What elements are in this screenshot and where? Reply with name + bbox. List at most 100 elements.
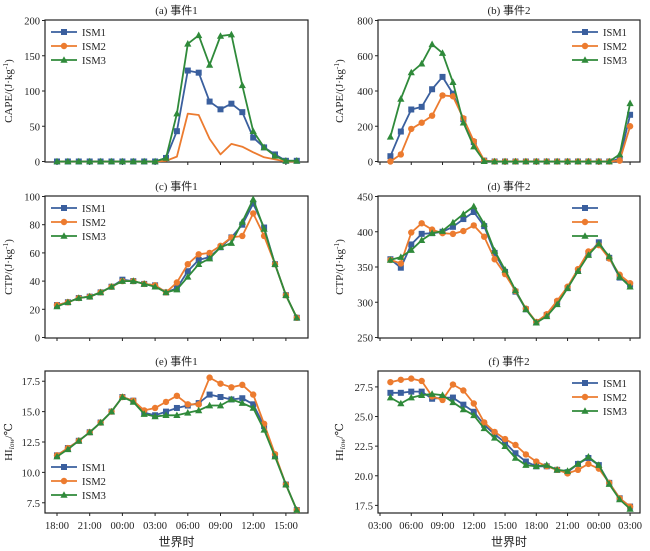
data-point [501, 435, 509, 443]
data-point [408, 106, 415, 113]
data-point [195, 69, 202, 76]
data-point [511, 157, 520, 165]
chart-title: (b) 事件2 [487, 4, 530, 17]
data-point [407, 246, 415, 253]
data-point [249, 404, 257, 411]
data-point [605, 252, 613, 260]
data-point [387, 378, 394, 386]
y-tick-label: 100 [24, 193, 40, 204]
legend-item-ism2: ISM2 [51, 42, 106, 53]
data-point [216, 32, 225, 39]
legend-item-ism1: ISM1 [51, 28, 106, 39]
x-tick-label: 09:00 [431, 521, 455, 532]
y-tick-label: 17.5 [22, 377, 40, 388]
data-point [470, 222, 477, 229]
data-point [162, 398, 170, 406]
legend-label: ISM3 [603, 56, 627, 67]
x-tick-label: 15:00 [493, 521, 517, 532]
data-point [173, 128, 180, 135]
legend-marker [582, 29, 588, 35]
data-point [397, 128, 404, 135]
data-point [574, 460, 582, 467]
data-point [195, 256, 202, 263]
data-point [574, 157, 582, 165]
data-point [293, 506, 301, 513]
data-point [626, 282, 634, 290]
data-point [97, 288, 105, 296]
data-point [439, 92, 446, 99]
legend-label: ISM2 [603, 393, 627, 404]
y-tick-label: 800 [357, 17, 373, 28]
data-point [162, 154, 170, 161]
data-point [118, 393, 126, 400]
data-point [491, 157, 499, 165]
data-point [563, 157, 572, 165]
data-point [195, 406, 203, 414]
legend-label: ISM1 [82, 463, 106, 474]
y-tick-label: 600 [357, 52, 373, 63]
x-tick-label: 03:00 [368, 521, 392, 532]
legend-marker [581, 407, 589, 414]
series-ism3 [386, 390, 634, 512]
data-point [449, 218, 457, 226]
data-point [184, 39, 192, 47]
legend-item-ism3: ISM3 [51, 491, 106, 502]
data-point [75, 436, 83, 444]
y-tick-label: 0 [368, 158, 373, 169]
plot-frame [44, 19, 309, 163]
y-tick-label: 60 [30, 249, 41, 260]
data-point [418, 119, 425, 126]
x-tick-label: 12:00 [241, 521, 265, 532]
data-point [616, 273, 624, 280]
legend-marker [60, 477, 68, 485]
data-point [408, 388, 415, 395]
data-point [595, 461, 603, 468]
data-point [553, 300, 561, 308]
data-point [563, 467, 572, 474]
data-point [216, 401, 225, 409]
y-tick-label: 27.5 [355, 383, 373, 394]
data-point [140, 157, 148, 165]
data-point [249, 127, 257, 134]
legend-marker [61, 205, 67, 211]
data-point [626, 505, 634, 512]
data-point [151, 282, 159, 290]
data-point [616, 157, 623, 164]
panel-e: (e) 事件1 7.5 10.0 12.5 15.0 17.5 HIlow/℃ 18:00 21… [3, 355, 309, 549]
y-axis-label: CAPE/(J·kg-1) [332, 59, 346, 123]
data-point [605, 157, 613, 165]
data-point [512, 450, 519, 457]
data-point [195, 260, 203, 267]
legend-marker [582, 380, 588, 386]
legend-marker [581, 393, 589, 401]
data-point [151, 412, 159, 420]
y-tick-label: 15.0 [22, 408, 40, 419]
data-point [293, 156, 301, 164]
data-point [501, 442, 509, 449]
legend-marker [582, 205, 588, 211]
data-point [501, 266, 509, 273]
legend-marker [61, 29, 67, 35]
legend-marker [60, 42, 68, 50]
legend-marker [61, 464, 67, 470]
legend-label: ISM3 [82, 491, 106, 502]
data-point [553, 157, 561, 165]
legend: ISM1 ISM2 ISM3 [51, 463, 106, 502]
x-tick-label: 21:00 [556, 521, 580, 532]
data-point [227, 239, 235, 246]
data-point [616, 150, 624, 158]
data-point [397, 389, 404, 396]
data-point [250, 200, 257, 207]
data-point [206, 254, 214, 262]
data-point [522, 157, 530, 165]
data-point [75, 294, 83, 301]
data-point [491, 434, 499, 441]
data-point [491, 428, 498, 436]
data-point [543, 461, 551, 468]
data-point [449, 223, 456, 230]
data-point [532, 157, 540, 165]
data-point [459, 118, 467, 126]
data-point [206, 391, 213, 398]
y-axis-label: CAPE/(J·kg-1) [1, 59, 15, 123]
y-tick-label: 50 [30, 122, 41, 133]
